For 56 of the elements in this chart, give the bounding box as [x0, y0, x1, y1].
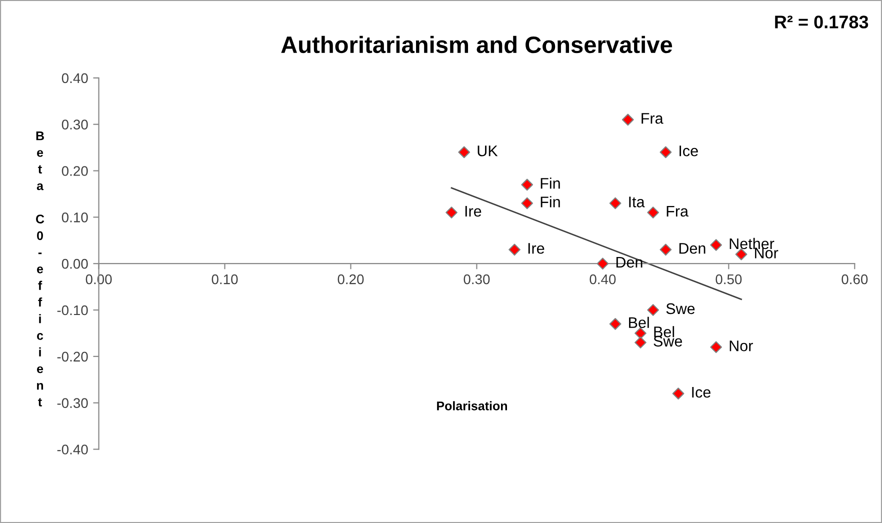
point — [634, 327, 646, 340]
x-tick-label: 0.40 — [590, 274, 616, 284]
point — [710, 239, 722, 251]
annotation: Ice — [692, 387, 710, 398]
chart-title: Authoritarianism and Conservative — [281, 36, 672, 54]
annotation: Bel — [654, 326, 674, 338]
y-tick-label: 0.40 — [62, 73, 88, 84]
point — [672, 388, 684, 400]
point — [710, 341, 722, 354]
y-tick-label: 0.30 — [62, 120, 88, 130]
point — [609, 197, 622, 210]
y-tick-label: 0.00 — [62, 258, 88, 269]
text: R² = 0.1783 — [775, 16, 868, 28]
annotation: Swe — [654, 336, 682, 347]
point — [508, 244, 520, 256]
annotation: Bel — [629, 316, 649, 328]
annotation: Fra — [666, 206, 689, 217]
x-tick-label: 0.60 — [842, 274, 868, 284]
point — [609, 318, 622, 330]
annotation: Fra — [642, 113, 664, 124]
annotation: UK — [478, 146, 498, 156]
annotation: Nether — [730, 238, 774, 250]
annotation: Swe — [666, 303, 695, 314]
point — [446, 206, 458, 218]
text: Beta C0-efficient — [36, 132, 44, 406]
annotation: Nor — [730, 340, 753, 352]
y-tick-label: 0.10 — [62, 212, 88, 222]
annotation: Den — [679, 243, 706, 254]
point — [660, 146, 672, 158]
annotation: Fin — [540, 196, 560, 208]
point — [458, 146, 470, 158]
x-axis-title: Polarisation — [437, 401, 507, 410]
x-tick-label: 0.30 — [464, 274, 490, 284]
point — [596, 258, 609, 270]
point — [521, 197, 534, 210]
annotation: Ita — [629, 196, 645, 208]
y-tick-label: -0.30 — [57, 398, 88, 408]
y-tick-label: -0.40 — [57, 444, 88, 454]
annotation: Ice — [680, 146, 698, 156]
point — [647, 206, 660, 218]
point — [647, 304, 660, 316]
point — [634, 336, 646, 348]
y-tick-label: -0.10 — [57, 305, 88, 316]
point — [622, 114, 634, 126]
x-tick-label: 0.50 — [716, 274, 742, 284]
annotation: Ire — [528, 243, 544, 254]
annotation: Den — [616, 257, 642, 268]
annotation: Fin — [540, 178, 560, 189]
annotation: Nor — [755, 248, 778, 258]
y-tick-label: 0.20 — [62, 166, 88, 176]
point — [660, 244, 672, 256]
annotation: Ire — [465, 206, 482, 217]
x-tick-label: 0.20 — [338, 274, 364, 284]
point — [521, 178, 534, 191]
y-tick-label: -0.20 — [57, 352, 88, 362]
x-tick-label: 0.10 — [212, 274, 238, 284]
